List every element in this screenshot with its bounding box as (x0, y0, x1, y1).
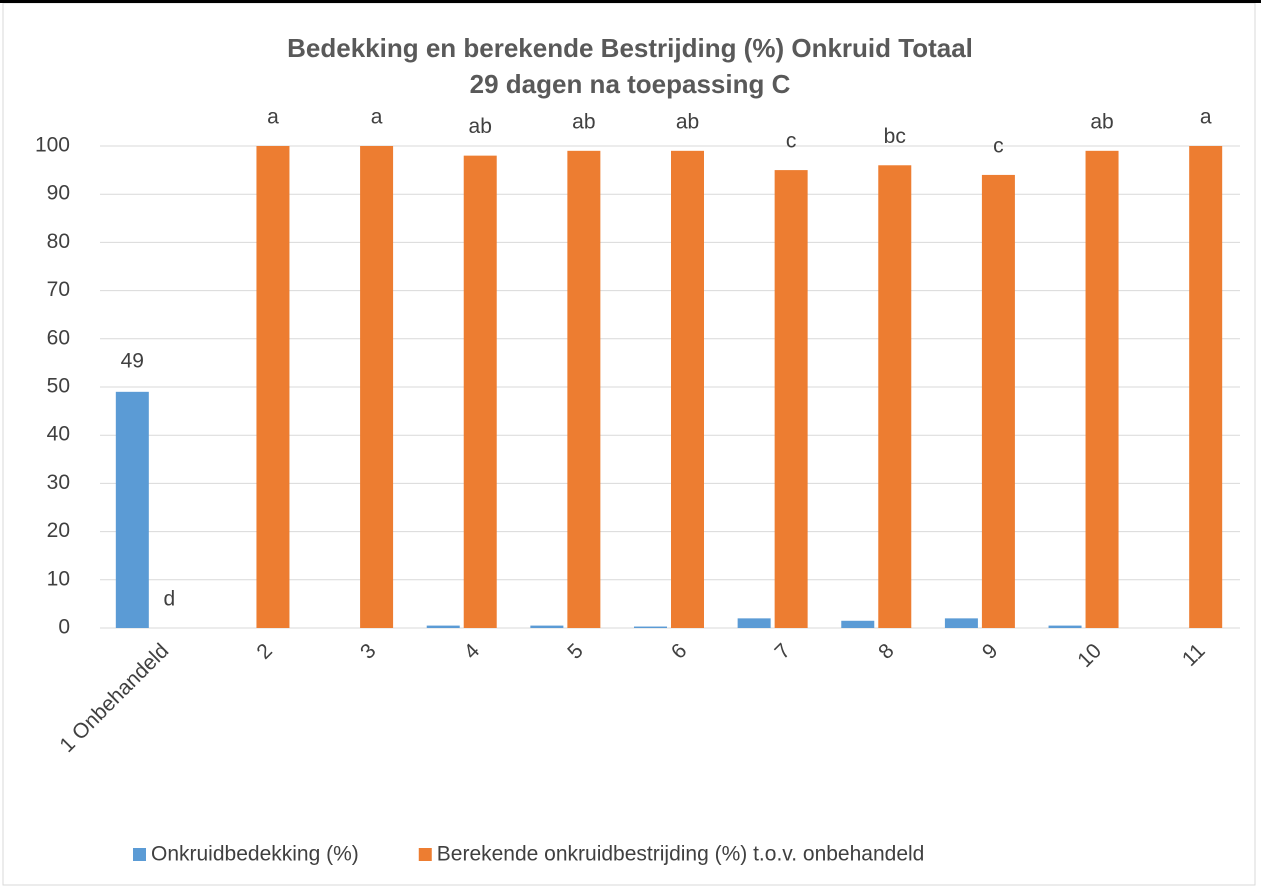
bar (878, 165, 912, 628)
legend-swatch (418, 848, 432, 861)
bar (530, 625, 564, 628)
y-tick-label: 30 (47, 471, 70, 494)
bar (115, 391, 149, 628)
bar (774, 170, 808, 628)
annotation: ab (1090, 110, 1113, 133)
y-tick-label: 60 (47, 326, 70, 349)
annotation: a (1200, 106, 1212, 129)
bar (567, 150, 601, 628)
chart-title: Bedekking en berekende Bestrijding (%) O… (287, 33, 973, 63)
legend-label: Onkruidbedekking (%) (151, 843, 359, 866)
y-tick-label: 80 (47, 230, 70, 253)
legend-swatch (133, 848, 146, 861)
bar (634, 626, 667, 628)
annotation: d (163, 588, 175, 611)
bar (1085, 150, 1119, 628)
annotation: ab (676, 110, 699, 133)
legend-label: Berekende onkruidbestrijding (%) t.o.v. … (437, 843, 925, 866)
y-tick-label: 90 (47, 182, 70, 205)
bar (1189, 146, 1223, 628)
y-tick-label: 10 (47, 567, 70, 590)
data-label: 49 (121, 349, 144, 372)
annotation: c (993, 134, 1004, 157)
bar (981, 174, 1015, 629)
bar (944, 618, 978, 628)
y-tick-label: 20 (47, 519, 70, 542)
annotation: a (267, 106, 279, 129)
bar (360, 146, 394, 628)
bar (426, 625, 460, 628)
bar (256, 146, 290, 628)
annotation: a (371, 106, 383, 129)
y-tick-label: 100 (35, 134, 70, 157)
bar (1048, 625, 1082, 628)
y-tick-label: 40 (47, 423, 70, 446)
y-tick-label: 50 (47, 375, 70, 398)
annotation: bc (884, 125, 906, 148)
bar (463, 155, 497, 628)
chart-subtitle: 29 dagen na toepassing C (470, 69, 791, 99)
bar (841, 620, 875, 628)
y-tick-label: 0 (58, 616, 70, 639)
y-tick-label: 70 (47, 278, 70, 301)
annotation: ab (572, 110, 595, 133)
annotation: ab (469, 115, 492, 138)
annotation: c (786, 130, 797, 153)
bar (671, 150, 704, 628)
bar (737, 618, 771, 628)
